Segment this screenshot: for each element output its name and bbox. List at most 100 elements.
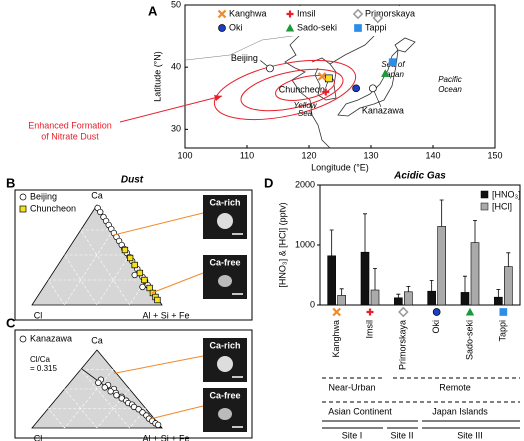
place-label: Japan bbox=[381, 70, 404, 79]
error-bar bbox=[496, 289, 501, 298]
error-bar bbox=[439, 199, 444, 227]
right-label: Al + Si + Fe bbox=[142, 433, 189, 441]
error-bar bbox=[406, 286, 411, 292]
category-marker bbox=[398, 306, 409, 318]
bar bbox=[494, 296, 503, 306]
ternary-point bbox=[136, 269, 144, 277]
site-marker bbox=[317, 72, 327, 81]
image-label: Ca-rich bbox=[209, 340, 240, 350]
error-bar bbox=[506, 252, 511, 267]
legend-marker bbox=[354, 24, 362, 32]
ternary-point bbox=[154, 421, 162, 429]
panel-label: D bbox=[264, 175, 273, 190]
category-marker bbox=[499, 308, 508, 316]
apex-label: Ca bbox=[91, 190, 103, 200]
legend-swatch bbox=[480, 202, 489, 211]
annotation: Enhanced Formation bbox=[28, 120, 112, 130]
site-marker bbox=[388, 58, 397, 67]
x-tick-label: 130 bbox=[363, 150, 378, 160]
bar bbox=[394, 297, 403, 306]
place-label: Ocean bbox=[438, 85, 462, 94]
ternary-grid bbox=[48, 408, 65, 429]
image-label: Ca-free bbox=[209, 390, 240, 400]
particle bbox=[218, 408, 232, 420]
legend-marker bbox=[19, 193, 27, 201]
right-label: Al + Si + Fe bbox=[142, 310, 189, 320]
y-tick-label: 1000 bbox=[295, 239, 315, 249]
annotation-arrow bbox=[119, 95, 223, 123]
ratio-label: Cl/Ca bbox=[30, 355, 51, 364]
panel-label: C bbox=[6, 315, 16, 330]
category-marker bbox=[432, 308, 441, 316]
particle bbox=[217, 213, 233, 229]
y-axis-title: [HNO₃] & [HCl] (pptv) bbox=[277, 202, 287, 287]
site-marker bbox=[322, 88, 330, 96]
group-label: Asian Continent bbox=[328, 406, 392, 416]
x-tick-label: 120 bbox=[301, 150, 316, 160]
legend-label: Kanghwa bbox=[229, 8, 267, 18]
ternary-point bbox=[97, 208, 104, 216]
bar bbox=[404, 291, 413, 306]
site-marker bbox=[372, 12, 384, 24]
legend-label: Imsil bbox=[297, 8, 316, 18]
ternary-grid bbox=[80, 369, 130, 429]
legend-label: Tappi bbox=[365, 22, 387, 32]
bar bbox=[360, 251, 370, 306]
nitrate-contours bbox=[213, 59, 357, 121]
legend-label: [HNO₃] bbox=[492, 189, 521, 199]
group-label: Near-Urban bbox=[328, 382, 375, 392]
legend-marker bbox=[218, 24, 226, 32]
pointer-arrow bbox=[113, 355, 204, 374]
x-tick-label: 110 bbox=[240, 150, 254, 160]
panel-label: A bbox=[148, 3, 158, 18]
x-tick-label: 100 bbox=[177, 150, 192, 160]
group-label: Site III bbox=[457, 430, 483, 440]
y-axis-title: Latitude (°N) bbox=[152, 51, 162, 102]
ternary-point bbox=[95, 379, 102, 386]
ternary-point bbox=[113, 392, 120, 399]
x-tick-label: Tappi bbox=[498, 320, 508, 342]
category-marker bbox=[465, 307, 475, 316]
group-label: Japan Islands bbox=[432, 406, 488, 416]
place-label: Yellow bbox=[293, 101, 317, 110]
map-legend bbox=[214, 6, 419, 36]
bar bbox=[427, 290, 436, 306]
bar bbox=[460, 292, 470, 306]
ternary-point bbox=[107, 388, 114, 395]
legend-marker bbox=[19, 205, 27, 213]
legend-swatch bbox=[480, 190, 489, 199]
ternary-point bbox=[121, 246, 129, 254]
legend-marker bbox=[217, 9, 227, 19]
legend-label: Sado-seki bbox=[297, 22, 337, 32]
category-marker bbox=[332, 307, 341, 317]
site-marker bbox=[352, 84, 360, 93]
error-bar bbox=[429, 280, 434, 292]
pointer-arrow bbox=[151, 272, 204, 294]
ternary-point bbox=[146, 284, 153, 292]
ternary-point bbox=[139, 283, 146, 291]
ternary-grid bbox=[96, 388, 130, 429]
ternary-point bbox=[141, 276, 148, 284]
y-tick-label: 30 bbox=[171, 124, 181, 134]
panel-c-frame bbox=[14, 329, 253, 439]
legend-marker bbox=[285, 23, 295, 32]
legend-marker bbox=[286, 10, 294, 18]
legend-label: Oki bbox=[229, 22, 243, 32]
bar bbox=[337, 295, 346, 306]
city-label: Chuncheon bbox=[279, 85, 325, 95]
pointer-arrow bbox=[151, 405, 204, 420]
panel-b-frame bbox=[14, 189, 253, 321]
bar bbox=[327, 255, 336, 306]
x-tick-label: Sado-seki bbox=[464, 320, 474, 360]
chart-title: Acidic Gas bbox=[393, 171, 446, 182]
x-tick-label: Primorskaya bbox=[398, 320, 408, 370]
error-bar bbox=[473, 220, 477, 243]
ternary-point bbox=[131, 271, 138, 279]
y-tick-label: 2000 bbox=[295, 179, 315, 189]
panel-title: Dust bbox=[121, 175, 144, 186]
x-tick-label: 140 bbox=[425, 150, 440, 160]
group-label: Remote bbox=[439, 382, 471, 392]
arrow-head bbox=[214, 95, 222, 101]
site-marker bbox=[381, 69, 390, 77]
